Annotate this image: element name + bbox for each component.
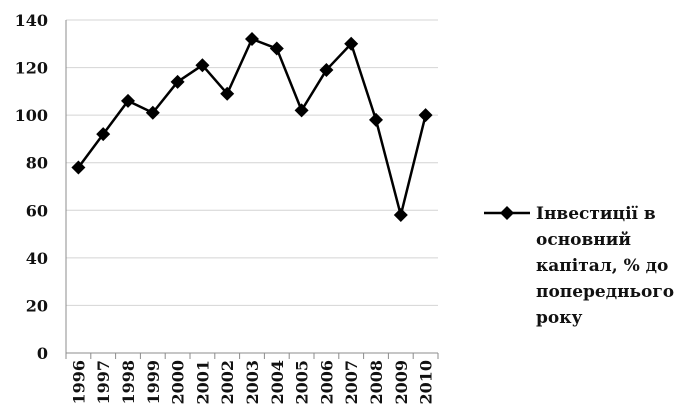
- x-tick-label: 2006: [317, 360, 336, 405]
- gridlines: [66, 19, 438, 306]
- legend-label-line: основний: [536, 230, 631, 250]
- series-layer: [71, 32, 433, 223]
- data-point: [245, 32, 259, 47]
- x-tick-label: 2001: [193, 360, 212, 405]
- data-point: [220, 86, 235, 101]
- x-tick-label: 2008: [367, 360, 386, 405]
- y-tick-label: 140: [15, 11, 48, 30]
- data-point: [145, 105, 160, 120]
- y-tick-label: 100: [15, 106, 48, 125]
- legend-label-line: Інвестиції в: [536, 204, 656, 224]
- series-line: [77, 37, 427, 217]
- x-tick-label: 1997: [94, 360, 113, 405]
- data-point: [294, 103, 309, 118]
- x-tick-label: 2007: [342, 360, 361, 405]
- y-axis: 0 20 40 60 80 100 120 140: [15, 11, 67, 363]
- legend-label-line: капітал, % до: [536, 256, 668, 276]
- x-tick-label: 1996: [69, 360, 88, 405]
- x-tick-label: 1999: [144, 360, 163, 405]
- x-axis: 1996 1997 1998 1999 2000 2001 2002 2003 2004 2005…: [65, 352, 439, 405]
- y-tick-label: 40: [26, 249, 48, 268]
- y-tick-label: 80: [26, 154, 48, 173]
- data-point: [170, 74, 185, 89]
- data-point: [269, 41, 284, 56]
- x-tick-label: 2004: [268, 360, 287, 405]
- x-tick-label: 2009: [392, 360, 411, 405]
- y-tick-label: 0: [37, 344, 48, 363]
- x-tick-label: 2000: [169, 360, 188, 405]
- x-tick-label: 2003: [243, 360, 262, 405]
- data-point: [71, 160, 86, 175]
- legend-label-line: попереднього: [536, 282, 674, 302]
- data-point: [418, 108, 433, 123]
- data-point: [96, 127, 111, 142]
- y-tick-label: 120: [15, 59, 48, 78]
- x-tick-label: 2010: [417, 360, 436, 405]
- y-tick-label: 60: [26, 201, 48, 220]
- data-point: [393, 208, 408, 223]
- data-point: [195, 58, 210, 73]
- data-point: [369, 112, 383, 127]
- x-tick-label: 2005: [293, 360, 312, 405]
- legend-marker: [500, 206, 514, 220]
- x-tick-label: 2002: [218, 360, 237, 405]
- x-tick-label: 1998: [119, 360, 138, 405]
- data-point: [319, 62, 334, 77]
- y-tick-label: 20: [26, 296, 48, 315]
- legend: Інвестиції в основний капітал, % до поперед…: [484, 204, 674, 328]
- data-point: [121, 93, 135, 108]
- data-point: [344, 36, 359, 51]
- legend-label-line: року: [536, 308, 583, 328]
